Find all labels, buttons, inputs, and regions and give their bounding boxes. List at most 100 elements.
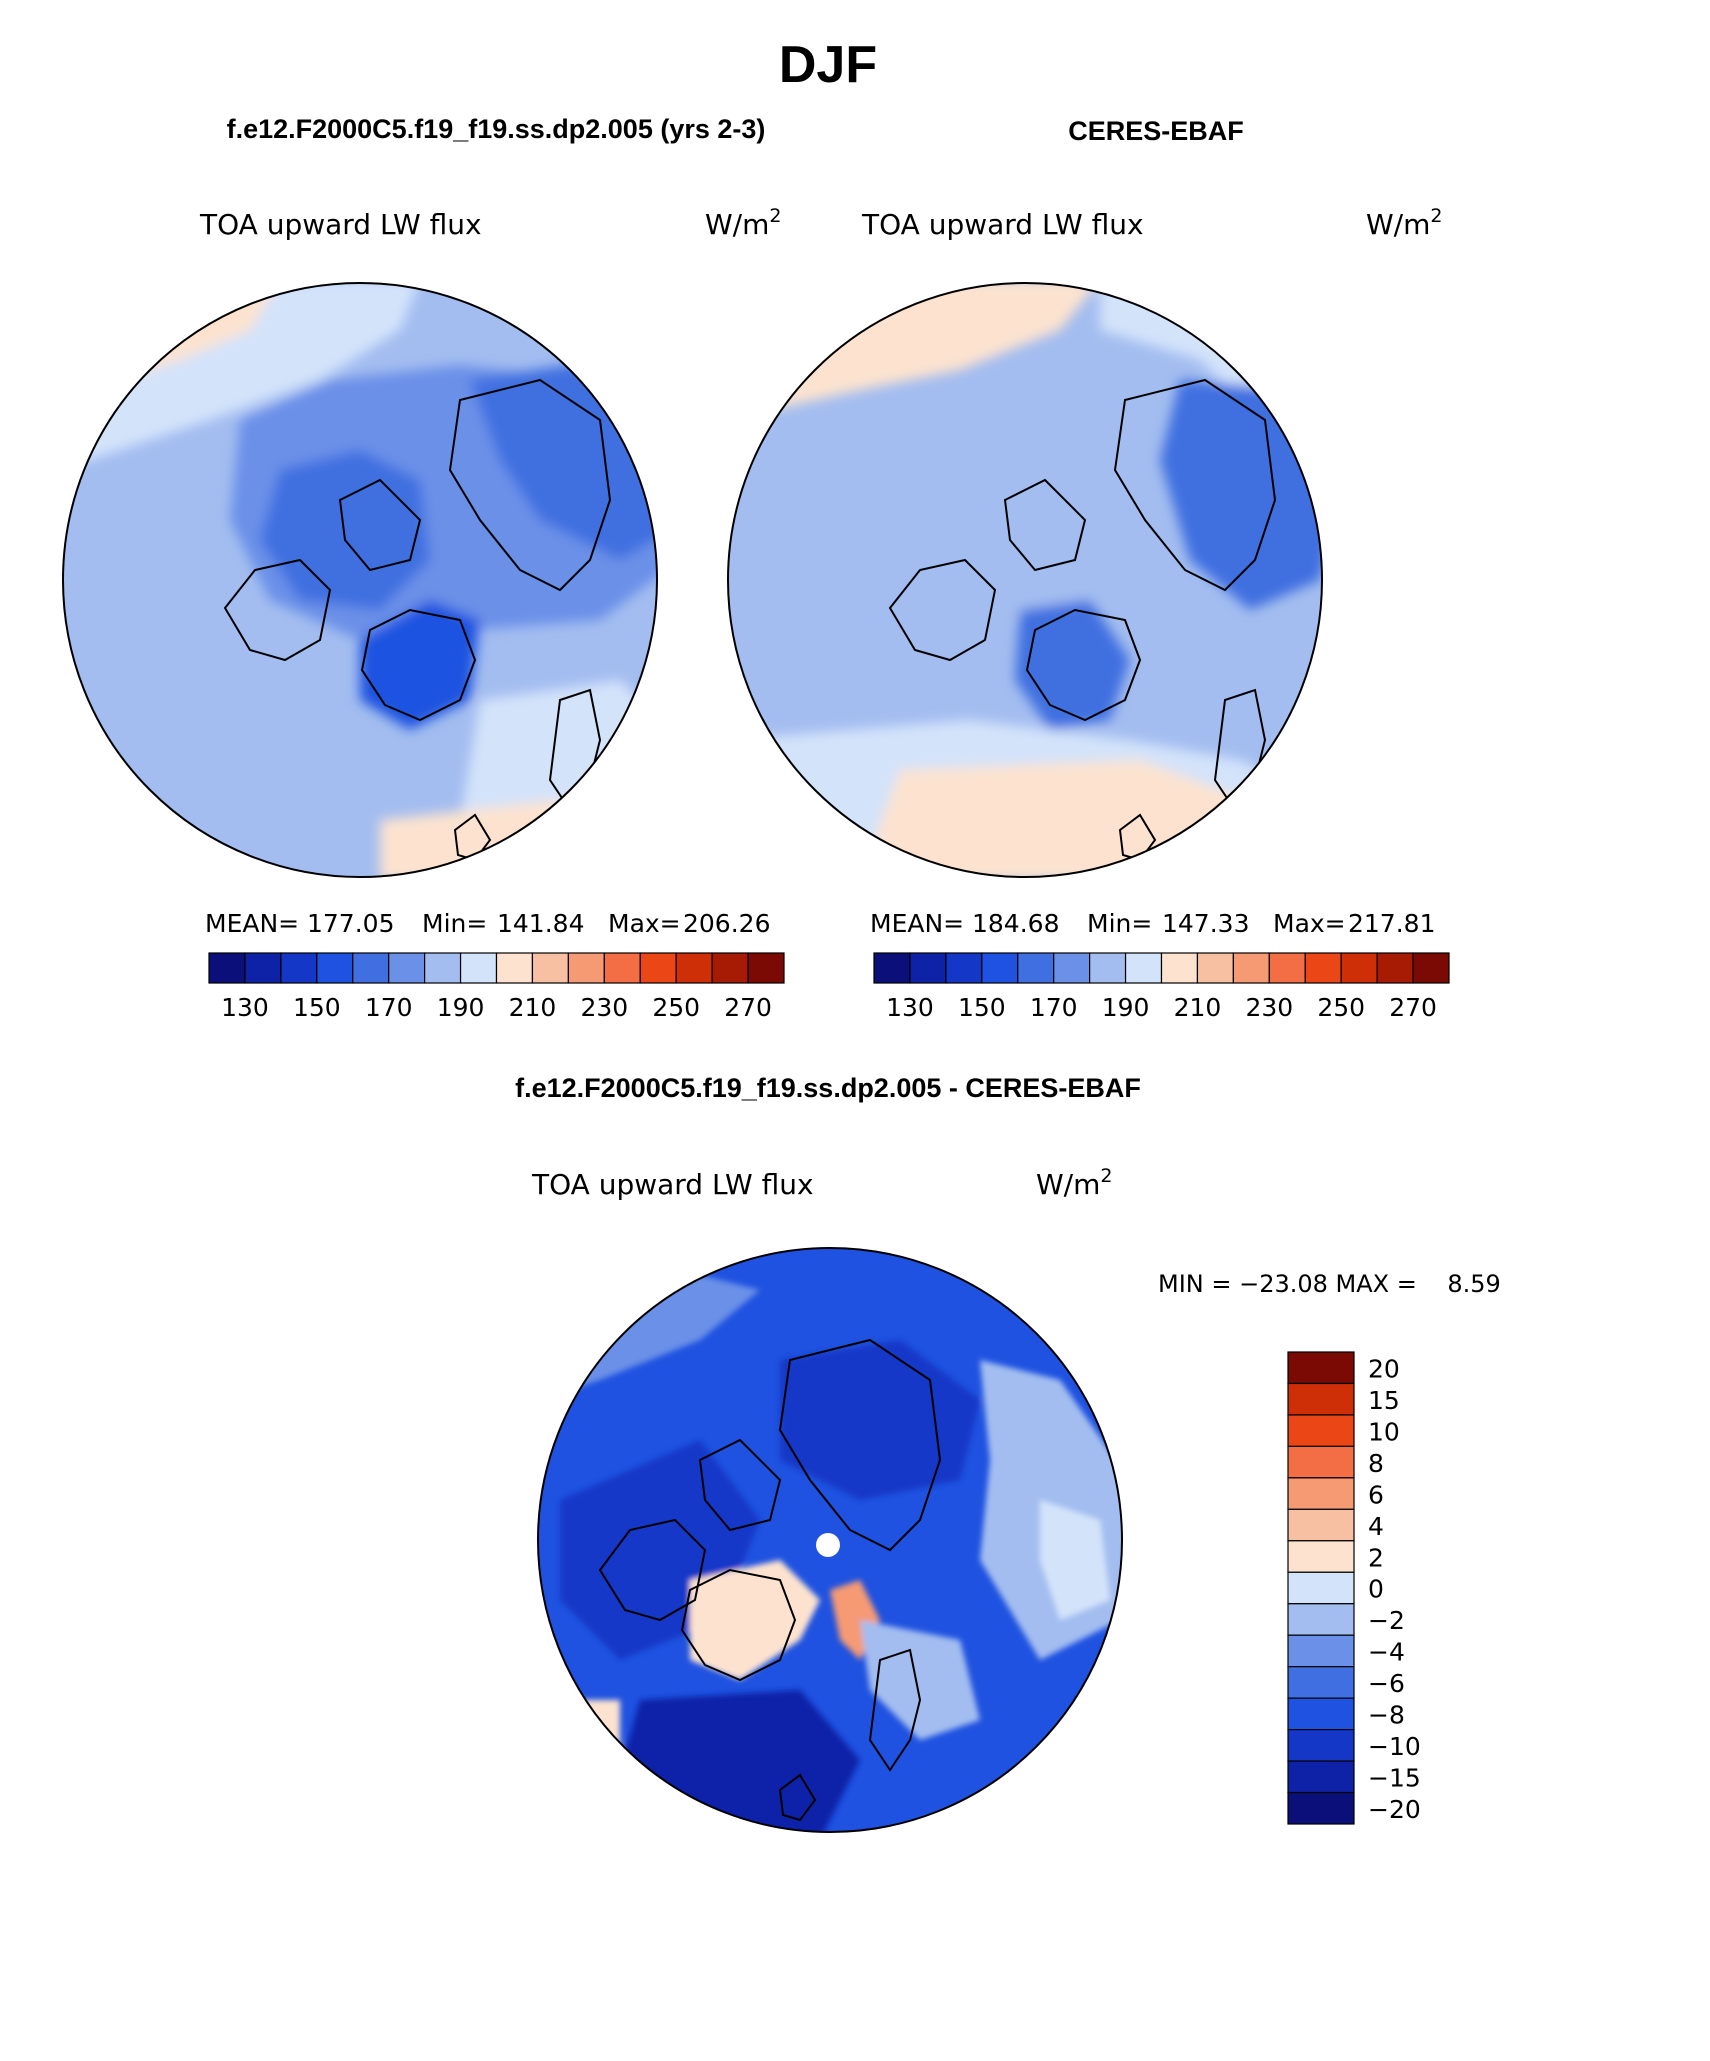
colorbar-tick-label: 6: [1368, 1480, 1384, 1509]
colorbar-tick-label: 210: [1174, 993, 1222, 1022]
colorbar-swatch: [1287, 1414, 1355, 1448]
colorbar-tick-label: 250: [1317, 993, 1365, 1022]
colorbar-swatch: [1089, 952, 1127, 984]
map-diff-field-atlantic-light: [860, 1620, 980, 1740]
colorbar-swatch: [1412, 952, 1450, 984]
panel-obs: CERES-EBAF TOA upward LW flux W/m2: [727, 116, 1450, 1022]
coastline-diff-uk: [778, 1773, 817, 1822]
figure-title: DJF: [779, 36, 877, 94]
colorbar-swatch: [1287, 1760, 1355, 1794]
colorbar-swatch: [531, 952, 569, 984]
coastline-diff-greenland: [680, 1568, 797, 1682]
colorbar-tick-label: 270: [1389, 993, 1437, 1022]
colorbar-swatch: [567, 952, 605, 984]
colorbar-swatch: [747, 952, 785, 984]
colorbar-swatch: [388, 952, 426, 984]
panel-diff-minmax: MIN = −23.08 MAX = 8.59: [1158, 1270, 1501, 1298]
coastline-model-siberia: [448, 378, 612, 592]
colorbar-obs: [873, 952, 1450, 984]
colorbar-tick-label: 170: [1030, 993, 1078, 1022]
colorbar-swatch: [1287, 1634, 1355, 1668]
stats-obs-max-label: Max=: [1273, 909, 1346, 938]
colorbar-swatch: [316, 952, 354, 984]
panel-model-title: f.e12.F2000C5.f19_f19.ss.dp2.005 (yrs 2-…: [227, 114, 766, 144]
colorbar-tick-label: 10: [1368, 1417, 1400, 1446]
colorbar-obs-ticks: 130 150 170 190 210 230 250 270: [886, 993, 1437, 1022]
panel-obs-variable: TOA upward LW flux: [861, 208, 1144, 241]
coastline-diff-siberia: [778, 1338, 942, 1552]
coastline-model-alaska: [223, 558, 332, 662]
colorbar-swatch: [1287, 1791, 1355, 1825]
panel-diff-title: f.e12.F2000C5.f19_f19.ss.dp2.005 - CERES…: [515, 1073, 1141, 1103]
colorbar-swatch: [1160, 952, 1199, 984]
colorbar-tick-label: 130: [221, 993, 269, 1022]
colorbar-tick-label: 2: [1368, 1543, 1384, 1572]
colorbar-tick-label: 170: [365, 993, 413, 1022]
panel-model: f.e12.F2000C5.f19_f19.ss.dp2.005 (yrs 2-…: [62, 114, 785, 1022]
colorbar-swatch: [1287, 1728, 1355, 1762]
colorbar-swatch: [1287, 1666, 1355, 1699]
colorbar-tick-label: −8: [1368, 1701, 1405, 1730]
stats-model-max: 206.26: [683, 909, 770, 938]
colorbar-swatch: [639, 952, 677, 984]
map-obs: [728, 283, 1322, 877]
colorbar-swatch: [1232, 952, 1270, 984]
colorbar-swatch: [424, 952, 462, 984]
coastline-model-greenland: [360, 608, 477, 722]
colorbar-model-ticks: 130 150 170 190 210 230 250 270: [221, 993, 772, 1022]
colorbar-swatch: [675, 952, 713, 984]
panel-model-units: W/m2: [705, 205, 782, 241]
colorbar-swatch: [1287, 1445, 1355, 1479]
panel-diff: f.e12.F2000C5.f19_f19.ss.dp2.005 - CERES…: [515, 1073, 1501, 1833]
coastline-diff-alaska: [598, 1518, 707, 1622]
stats-model-max-label: Max=: [608, 909, 681, 938]
colorbar-tick-label: 190: [1102, 993, 1150, 1022]
colorbar-tick-label: −6: [1368, 1669, 1405, 1698]
colorbar-tick-label: −15: [1368, 1764, 1421, 1793]
colorbar-tick-label: −4: [1368, 1638, 1405, 1667]
colorbar-tick-label: 190: [437, 993, 485, 1022]
stats-model-mean-label: MEAN=: [205, 909, 299, 938]
colorbar-tick-label: 230: [580, 993, 628, 1022]
colorbar-tick-label: 210: [509, 993, 557, 1022]
colorbar-swatch: [1376, 952, 1414, 984]
colorbar-swatch: [1124, 952, 1163, 984]
colorbar-tick-label: 8: [1368, 1449, 1384, 1478]
panel-diff-variable: TOA upward LW flux: [531, 1168, 814, 1201]
colorbar-model: [208, 952, 785, 984]
colorbar-swatch: [711, 952, 749, 984]
map-model: [63, 283, 657, 877]
stats-model-min-label: Min=: [422, 909, 487, 938]
colorbar-swatch: [1287, 1508, 1355, 1542]
colorbar-swatch: [873, 952, 911, 984]
colorbar-tick-label: 130: [886, 993, 934, 1022]
colorbar-swatch: [1268, 952, 1306, 984]
colorbar-tick-label: 250: [652, 993, 700, 1022]
stats-model-min: 141.84: [497, 909, 584, 938]
colorbar-swatch: [352, 952, 390, 984]
colorbar-tick-label: 0: [1368, 1575, 1384, 1604]
stats-obs-min: 147.33: [1162, 909, 1249, 938]
coastline-model-archipelago: [338, 478, 422, 572]
stats-obs-mean-label: MEAN=: [870, 909, 964, 938]
panel-diff-units: W/m2: [1036, 1165, 1113, 1201]
stats-obs-min-label: Min=: [1087, 909, 1152, 938]
colorbar-tick-label: −10: [1368, 1732, 1421, 1761]
colorbar-tick-label: −2: [1368, 1606, 1405, 1635]
map-obs-outline: [727, 282, 1323, 878]
panel-model-variable: TOA upward LW flux: [199, 208, 482, 241]
colorbar-swatch: [244, 952, 282, 984]
coastline-obs-siberia: [1113, 378, 1277, 592]
map-model-field-greenland: [360, 600, 480, 730]
colorbar-swatch: [945, 952, 983, 984]
coastline-diff-scandinavia: [868, 1648, 922, 1772]
colorbar-swatch: [1287, 1697, 1355, 1731]
stats-obs-max: 217.81: [1348, 909, 1435, 938]
colorbar-tick-label: −20: [1368, 1795, 1421, 1824]
coastline-obs-greenland: [1025, 608, 1142, 722]
stats-obs: MEAN= 184.68 Min= 147.33 Max= 217.81: [870, 909, 1435, 938]
colorbar-swatch: [495, 952, 534, 984]
map-model-field-europe: [450, 680, 657, 877]
